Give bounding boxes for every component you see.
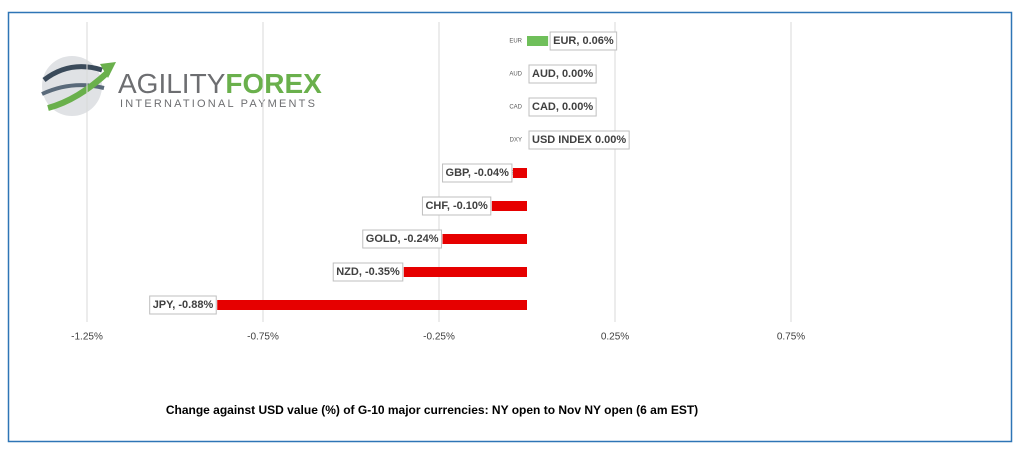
category-label: AUD xyxy=(509,72,522,78)
data-label: GBP, -0.04% xyxy=(442,163,513,183)
frame xyxy=(7,11,1013,443)
x-tick-label: 0.25% xyxy=(601,332,629,343)
x-tick-label: -1.25% xyxy=(71,332,103,343)
data-label: EUR, 0.06% xyxy=(549,31,618,51)
data-label-text: GOLD, -0.24% xyxy=(366,233,439,245)
data-label-box xyxy=(332,262,404,282)
category-label: CAD xyxy=(509,105,522,111)
data-label-text: JPY, -0.88% xyxy=(153,299,214,311)
bar xyxy=(403,267,527,277)
data-label-box xyxy=(362,229,443,249)
data-label-box xyxy=(528,64,597,84)
data-label-box xyxy=(549,31,618,51)
logo-swoosh xyxy=(41,83,105,96)
data-label-text: GBP, -0.04% xyxy=(446,167,510,179)
logo-tagline: INTERNATIONAL PAYMENTS xyxy=(120,98,317,110)
data-label-text: CAD, 0.00% xyxy=(532,101,593,113)
data-label-box xyxy=(442,163,513,183)
chart-title: Change against USD value (%) of G-10 maj… xyxy=(166,403,698,417)
data-label: USD INDEX 0.00% xyxy=(528,130,630,150)
x-tick-label: 0.75% xyxy=(777,332,805,343)
data-label: JPY, -0.88% xyxy=(149,295,217,315)
data-label: AUD, 0.00% xyxy=(528,64,597,84)
data-label-text: AUD, 0.00% xyxy=(532,68,593,80)
bar xyxy=(491,201,527,211)
data-label-text: EUR, 0.06% xyxy=(553,35,614,47)
data-label-text: NZD, -0.35% xyxy=(336,266,400,278)
data-label-box xyxy=(528,97,597,117)
x-tick-label: -0.75% xyxy=(247,332,279,343)
logo-brand: AGILITYFOREX xyxy=(118,68,322,99)
data-label-text: USD INDEX 0.00% xyxy=(532,134,626,146)
bar xyxy=(442,234,527,244)
logo-brand-a: AGILITY xyxy=(118,68,226,99)
data-label: CHF, -0.10% xyxy=(421,196,492,216)
data-label-box xyxy=(421,196,492,216)
bar xyxy=(217,300,528,310)
x-tick-label: -0.25% xyxy=(423,332,455,343)
logo-arrow xyxy=(100,62,116,78)
logo-brand-b: FOREX xyxy=(225,68,322,99)
data-label-box xyxy=(528,130,630,150)
data-label-text: CHF, -0.10% xyxy=(425,200,488,212)
data-label: NZD, -0.35% xyxy=(332,262,404,282)
category-label: EUR xyxy=(509,39,522,45)
category-label: DXY xyxy=(510,138,522,144)
bar xyxy=(527,36,549,46)
data-label: CAD, 0.00% xyxy=(528,97,597,117)
data-label: GOLD, -0.24% xyxy=(362,229,443,249)
bar xyxy=(512,168,527,178)
logo-swoosh xyxy=(42,64,103,83)
data-label-box xyxy=(149,295,217,315)
logo-swoosh xyxy=(47,69,111,111)
